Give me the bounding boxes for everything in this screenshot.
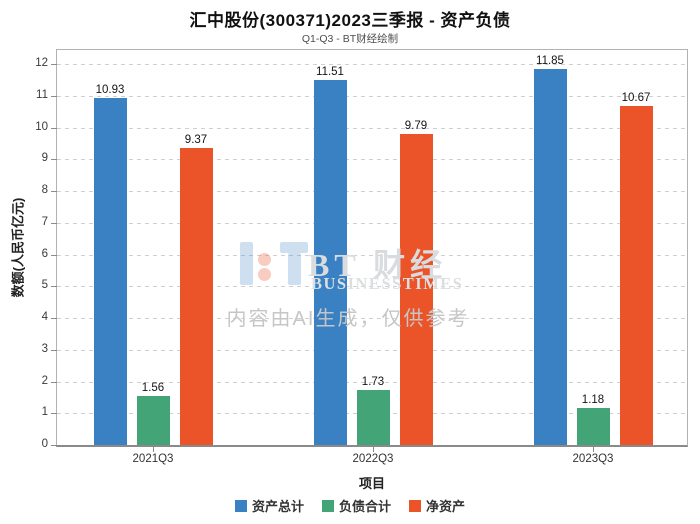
bar-2022Q3-series2[interactable] <box>399 134 433 445</box>
gridline <box>57 349 687 351</box>
x-tick-mark <box>592 447 594 452</box>
legend-label-total-assets: 资产总计 <box>251 499 304 514</box>
y-tick-mark <box>51 286 57 288</box>
legend-label-total-liabilities: 负债合计 <box>338 499 391 514</box>
bar-2021Q3-series2[interactable] <box>179 147 213 445</box>
legend: 资产总计 负债合计 净资产 <box>0 496 700 515</box>
gridline <box>57 96 687 98</box>
y-tick-mark <box>51 349 57 351</box>
y-tick-label: 5 <box>41 279 48 292</box>
y-tick-mark <box>51 222 57 224</box>
y-tick-label: 8 <box>41 184 48 197</box>
y-tick-label: 6 <box>41 247 48 260</box>
bar-value-label: 11.51 <box>316 65 344 78</box>
bar-2022Q3-series0[interactable] <box>313 79 347 445</box>
y-tick-label: 1 <box>41 406 48 419</box>
gridline <box>57 318 687 320</box>
bar-value-label: 11.85 <box>536 55 564 68</box>
x-tick-label: 2021Q3 <box>132 453 174 465</box>
bar-value-label: 1.56 <box>141 381 165 394</box>
gridline <box>57 191 687 193</box>
bar-value-label: 10.67 <box>621 92 651 105</box>
y-tick-mark <box>51 381 57 383</box>
y-tick-mark <box>51 96 57 97</box>
legend-label-net-assets: 净资产 <box>426 499 466 514</box>
x-tick-label: 2023Q3 <box>572 453 614 465</box>
legend-item-net-assets[interactable]: 净资产 <box>409 496 465 515</box>
y-tick-label: 0 <box>41 438 48 450</box>
bar-2023Q3-series0[interactable] <box>533 69 567 445</box>
y-tick-mark <box>51 318 57 320</box>
y-tick-mark <box>51 64 57 66</box>
gridline <box>57 286 687 288</box>
y-tick-mark <box>51 413 57 415</box>
plot-area: 10.93 1.56 9.37 11.51 1.73 9.79 11.85 1.18 10.67 <box>56 49 688 447</box>
legend-swatch-total-assets <box>234 499 247 512</box>
y-tick-label: 10 <box>35 120 48 133</box>
y-tick-label: 12 <box>35 57 48 70</box>
page-title: 汇中股份(300371)2023三季报 - 资产负债 <box>189 11 511 30</box>
bar-2023Q3-series1[interactable] <box>576 407 610 445</box>
x-tick-mark <box>372 447 374 452</box>
x-tick-mark <box>152 447 154 452</box>
y-tick-label: 7 <box>41 215 48 228</box>
gridline <box>57 127 687 129</box>
bar-value-label: 1.73 <box>361 376 385 389</box>
legend-swatch-total-liabilities <box>321 499 334 512</box>
x-axis-title: 项目 <box>358 476 385 491</box>
bar-value-label: 9.79 <box>404 120 428 133</box>
gridline <box>57 254 687 256</box>
y-tick-mark <box>51 127 57 129</box>
y-tick-label: 11 <box>36 89 48 101</box>
chart-subtitle: Q1-Q3 - BT财经绘制 <box>301 33 399 45</box>
bar-2022Q3-series1[interactable] <box>356 390 390 445</box>
legend-item-total-liabilities[interactable]: 负债合计 <box>321 496 391 515</box>
bar-value-label: 10.93 <box>95 84 125 97</box>
legend-item-total-assets[interactable]: 资产总计 <box>234 496 304 515</box>
y-tick-label: 9 <box>41 152 48 165</box>
bar-value-label: 9.37 <box>184 133 208 146</box>
y-tick-mark <box>51 191 57 193</box>
gridline <box>57 159 687 161</box>
gridline <box>57 64 687 66</box>
y-tick-label: 2 <box>41 374 48 387</box>
y-tick-mark <box>51 159 57 161</box>
gridline <box>57 381 687 383</box>
bar-value-label: 1.18 <box>581 393 605 406</box>
y-tick-label: 3 <box>41 342 48 355</box>
bar-2023Q3-series2[interactable] <box>619 106 653 445</box>
y-tick-mark <box>51 445 57 446</box>
bar-2021Q3-series1[interactable] <box>136 395 170 445</box>
y-tick-label: 4 <box>41 311 48 324</box>
x-tick-label: 2022Q3 <box>352 453 394 465</box>
gridline <box>57 222 687 224</box>
legend-swatch-net-assets <box>409 499 421 512</box>
y-tick-mark <box>51 254 57 256</box>
bar-2021Q3-series0[interactable] <box>93 98 127 445</box>
